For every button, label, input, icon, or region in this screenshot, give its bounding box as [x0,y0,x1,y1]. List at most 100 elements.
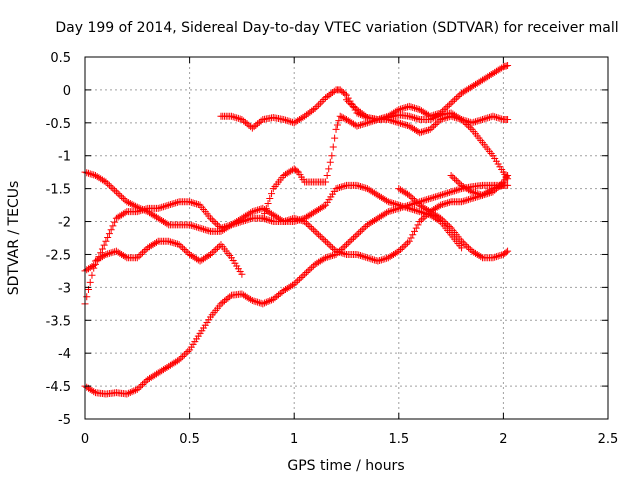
data-point [362,119,370,127]
data-point [325,253,333,261]
data-point [133,254,141,262]
y-tick-label: -1 [58,150,71,165]
data-point [137,382,145,390]
data-point [102,250,110,258]
data-point [360,224,368,232]
data-point [329,143,337,151]
data-point [271,294,279,302]
data-point [381,255,389,263]
data-point [309,226,317,234]
data-point [245,121,253,129]
data-point [315,231,323,239]
data-point [339,249,347,257]
data-point [444,199,452,207]
data-point [424,195,432,203]
data-point [179,352,187,360]
data-point [159,203,167,211]
data-point [492,185,500,193]
y-tick-label: -2 [58,216,71,231]
data-point [168,238,176,246]
y-tick-label: -2.5 [46,248,71,263]
data-point [170,199,178,207]
data-point [177,242,185,250]
data-point [383,254,391,262]
data-point [334,184,342,192]
data-point [348,101,356,109]
data-point [428,194,436,202]
data-point [482,114,490,122]
data-point [341,90,349,98]
axis-ticks [84,56,609,420]
data-point [355,251,363,259]
data-point [390,199,398,207]
data-point [344,239,352,247]
data-point [210,247,218,255]
x-tick-label: 0.5 [179,432,200,447]
data-point [362,112,370,120]
data-point [208,249,216,257]
data-point [182,247,190,255]
data-point [484,114,492,122]
y-tick-label: 0 [63,84,71,99]
data-point [410,206,418,214]
data-point [203,226,211,234]
data-point [502,248,510,256]
data-point [302,269,310,277]
data-point [407,234,415,242]
data-point [205,227,213,235]
data-point [402,121,410,129]
data-point [104,233,112,241]
data-point [365,254,373,262]
data-point [341,242,349,250]
data-point [123,198,131,206]
data-point [405,237,413,245]
data-point [191,222,199,230]
data-point [452,94,460,102]
data-point [254,206,262,214]
data-point [196,224,204,232]
data-point [186,221,194,229]
data-point [316,99,324,107]
data-point [93,256,101,264]
data-point [240,117,248,125]
data-point [84,169,92,177]
data-point [326,158,334,166]
data-point [454,186,462,194]
data-point [118,193,126,201]
data-point [212,246,220,254]
data-point [398,105,406,113]
data-point [438,191,446,199]
data-point [241,118,249,126]
data-point [250,123,258,131]
data-point [472,118,480,126]
data-point [398,202,406,210]
data-point [254,120,262,128]
data-point [318,97,326,105]
data-point [140,205,148,213]
data-point [315,101,323,109]
data-point [498,115,506,123]
data-point [325,165,333,173]
series-7 [395,185,512,262]
data-point [252,121,260,129]
data-point [485,189,493,197]
data-point [133,385,141,393]
data-point [444,221,452,229]
data-point [412,207,420,215]
data-point [213,221,221,229]
data-point [88,271,96,279]
data-point [83,293,91,301]
data-point [163,220,171,228]
data-point [98,245,106,253]
data-point [404,239,412,247]
data-point [477,253,485,261]
data-point [489,188,497,196]
data-point [323,239,331,247]
data-point [438,216,446,224]
data-point [193,200,201,208]
data-point [175,241,183,249]
data-point [405,112,413,120]
data-point [180,246,188,254]
data-point [410,227,418,235]
data-point [402,241,410,249]
